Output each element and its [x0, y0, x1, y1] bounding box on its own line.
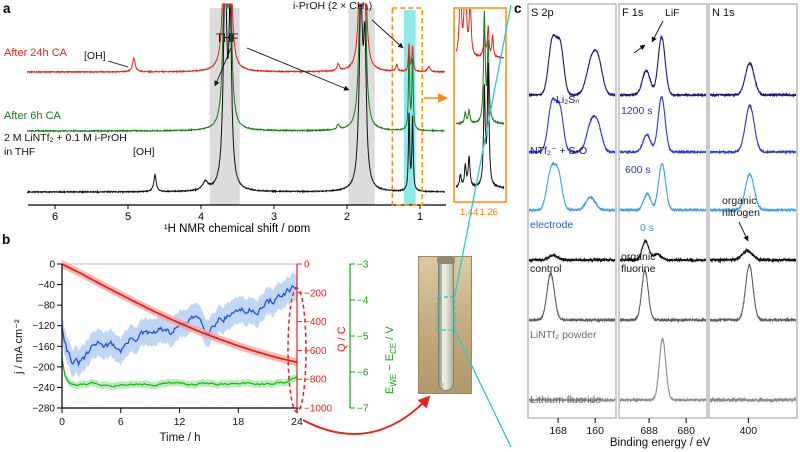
- svg-text:1: 1: [417, 211, 423, 223]
- svg-text:1.26: 1.26: [479, 207, 498, 218]
- e-label-unit: / V: [384, 326, 396, 343]
- svg-text:12: 12: [174, 416, 186, 428]
- panel-c-label: c: [514, 1, 522, 16]
- thf-arrow-left: [214, 47, 232, 87]
- svg-text:−5: −5: [357, 332, 369, 343]
- binding-energy-axis-label: Binding energy / eV: [609, 437, 711, 449]
- electrochemistry-plot: 0−40−80−120−160−200−240−2800−200−400−600…: [32, 260, 369, 445]
- e-label-symbol: E: [384, 386, 396, 394]
- solution-label-line1: 2 M LiNTf₂ + 0.1 M i-PrOH: [4, 132, 127, 144]
- roi-connector-bottom: [453, 329, 512, 448]
- e-label-sub-ce: CE: [389, 342, 399, 354]
- svg-text:18: 18: [232, 416, 244, 428]
- j-axis-label: j / mA cm⁻²: [13, 319, 25, 374]
- e-axis-label: EWE − ECE / V: [384, 326, 398, 394]
- svg-text:−240: −240: [32, 383, 55, 394]
- svg-text:−6: −6: [357, 368, 369, 379]
- svg-text:−7: −7: [357, 404, 369, 415]
- panel-b-label: b: [2, 232, 11, 247]
- f1s-title: F 1s: [622, 7, 644, 19]
- lithium-fluoride-label: Lithium fluoride: [530, 394, 602, 406]
- s2p-title: S 2p: [531, 7, 554, 19]
- solution-label-line2: in THF: [4, 146, 36, 158]
- electrode-label: electrode: [530, 219, 574, 231]
- organic-nitrogen-arrow: [738, 221, 749, 242]
- svg-text:688: 688: [640, 425, 658, 437]
- oh-pointer-line: [107, 60, 129, 68]
- svg-text:−600: −600: [304, 346, 327, 357]
- organic-fluorine-label-line2: fluorine: [621, 263, 656, 275]
- thf-arrow-right: [246, 47, 350, 91]
- trace-label-after-6h: After 6h CA: [4, 110, 61, 122]
- svg-text:24: 24: [291, 416, 303, 428]
- svg-text:0: 0: [59, 416, 65, 428]
- svg-text:−160: −160: [32, 342, 55, 353]
- svg-text:4: 4: [198, 211, 204, 223]
- svg-text:5: 5: [125, 211, 131, 223]
- svg-text:−4: −4: [357, 296, 369, 307]
- n1s-title: N 1s: [712, 7, 735, 19]
- lif-arrow: [651, 20, 664, 43]
- li2sn-annotation: Li₂Sₙ: [556, 94, 580, 106]
- svg-text:2: 2: [344, 211, 350, 223]
- photo-pointer-arrow: [302, 395, 431, 435]
- lif-annotation: LiF: [665, 7, 680, 19]
- e-label-minus: − E: [384, 353, 396, 374]
- svg-text:0: 0: [304, 260, 310, 271]
- xps-plots: 168 160 688 680 400: [527, 3, 798, 437]
- lif-peak-marker: [633, 44, 646, 54]
- electrode-photo: [418, 256, 472, 394]
- e-label-sub-we: WE: [389, 373, 399, 387]
- glass-tube: [438, 259, 454, 391]
- svg-text:168: 168: [549, 425, 567, 437]
- svg-text:6: 6: [118, 416, 124, 428]
- organic-nitrogen-label-line2: nitrogen: [722, 207, 760, 219]
- trace-label-after-24h: After 24h CA: [4, 47, 67, 59]
- svg-text:−40: −40: [38, 280, 55, 291]
- svg-text:−400: −400: [304, 317, 327, 328]
- svg-text:680: 680: [677, 425, 695, 437]
- organic-fluorine-label-line1: organic: [621, 251, 656, 263]
- svg-text:−120: −120: [32, 321, 55, 332]
- svg-text:3: 3: [271, 211, 277, 223]
- oh-label-24h: [OH]: [84, 50, 106, 62]
- svg-text:−3: −3: [357, 260, 369, 271]
- control-label: control: [530, 263, 562, 275]
- photo-roi-box: [436, 296, 456, 331]
- svg-text:¹H NMR chemical shift / ppm: ¹H NMR chemical shift / ppm: [164, 223, 310, 232]
- svg-text:6: 6: [52, 211, 58, 223]
- svg-text:1.44: 1.44: [460, 207, 479, 218]
- time-0s-label: 0 s: [640, 222, 655, 234]
- svg-text:−1000: −1000: [304, 404, 333, 415]
- svg-text:−280: −280: [32, 404, 55, 415]
- oh-label-initial: [OH]: [133, 146, 155, 158]
- lintf2-powder-label: LiNTf₂ powder: [530, 329, 597, 341]
- thf-label: THF: [216, 33, 239, 45]
- svg-text:−80: −80: [38, 301, 55, 312]
- time-600s-label: 600 s: [625, 164, 651, 176]
- iproh-arrow: [371, 19, 404, 49]
- panel-a-label: a: [3, 1, 11, 16]
- svg-text:−800: −800: [304, 375, 327, 386]
- nmr-plot: 6 5 4 3 2 1 ¹H NMR chemical shift / ppm: [26, 3, 446, 232]
- svg-text:−200: −200: [32, 362, 55, 373]
- nmr-inset-plot: 1.44 1.26: [453, 7, 507, 218]
- svg-text:400: 400: [740, 425, 758, 437]
- svg-text:160: 160: [586, 425, 604, 437]
- iproh-label: i-PrOH (2 × CH₃): [293, 0, 373, 12]
- ntf2-so-annotation: NTf₂⁻ + S-O: [530, 145, 588, 157]
- svg-text:Time / h: Time / h: [159, 432, 200, 444]
- organic-nitrogen-label-line1: organic: [722, 195, 757, 207]
- tube-cap: [437, 257, 455, 264]
- time-1200s-label: 1200 s: [621, 105, 653, 117]
- svg-text:0: 0: [49, 260, 55, 271]
- svg-text:−200: −200: [304, 288, 327, 299]
- q-axis-label: Q / C: [336, 326, 348, 352]
- roi-connector-top: [453, 4, 512, 298]
